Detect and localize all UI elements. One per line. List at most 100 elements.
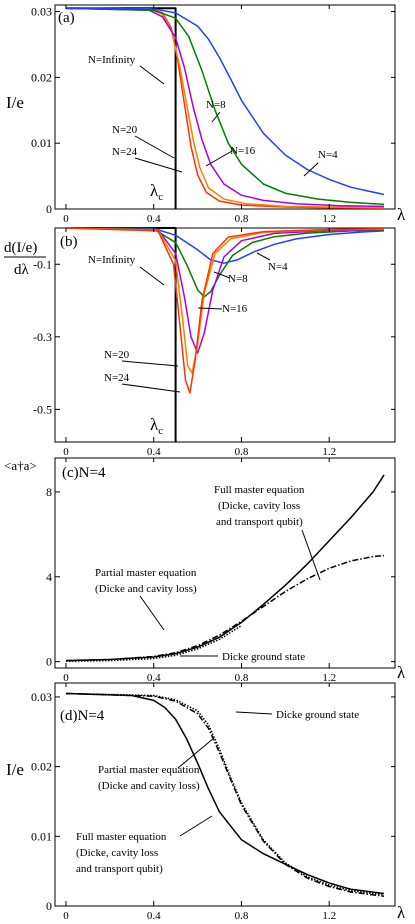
series-line-n-4 <box>65 7 385 196</box>
panel-c: 0 0.4 0.8 1.2 0 4 8 (c)N=4 <a†a> λ Full master… <box>4 457 406 684</box>
x-tick-label: 0 <box>63 910 69 922</box>
annotation-partial-line2: (Dicke and cavity loss) <box>95 583 197 595</box>
annotation-full-line3: and transport qubit) <box>216 516 303 528</box>
annotation-n-8: N=8 <box>228 273 248 285</box>
annotation-arrow <box>213 271 231 279</box>
annotation-n-24: N=24 <box>104 372 130 384</box>
x-tick-label: 0.8 <box>235 213 249 225</box>
x-tick-label: 1.2 <box>322 446 336 458</box>
series-line-full-master-equation-dicke-cavity-loss-and-transport-qubit <box>65 692 385 895</box>
panel-d: 0 0.4 0.8 1.2 0 0.01 0.02 0.03 (d)N=4 I/e λ Dic… <box>6 682 406 922</box>
annotation-arrow <box>179 815 213 837</box>
annotation-n-infinity: N=Infinity <box>88 254 136 266</box>
x-axis-label: λ <box>397 903 406 922</box>
annotation-arrow <box>177 737 215 769</box>
series-line-n-8 <box>65 7 385 206</box>
annotation-full-line3: and transport qubit) <box>76 863 163 875</box>
y-tick-label: -0.5 <box>33 402 52 416</box>
annotation-dicke: Dicke ground state <box>276 709 359 721</box>
critical-lambda-label: λc <box>150 415 163 437</box>
y-tick-label: 8 <box>46 485 52 499</box>
annotation-partial-line1: Partial master equation <box>95 567 197 579</box>
annotation-arrow <box>121 360 179 367</box>
annotation-n-8: N=8 <box>206 99 226 111</box>
y-tick-label: 0.03 <box>31 690 52 704</box>
annotation-n-20: N=20 <box>104 349 130 361</box>
annotation-arrow <box>256 252 271 261</box>
annotation-dicke: Dicke ground state <box>222 651 305 663</box>
annotation-full-line1: Full master equation <box>214 484 305 496</box>
annotation-n-4: N=4 <box>318 149 338 161</box>
annotation-n-20: N=20 <box>112 124 138 136</box>
x-tick-label: 0 <box>63 672 69 684</box>
y-tick-label: 0.01 <box>31 829 52 843</box>
y-axis-label: I/e <box>6 93 24 112</box>
x-tick-label: 1.2 <box>322 672 336 684</box>
y-tick-label: 0.03 <box>31 5 52 19</box>
panel-label: (c)N=4 <box>62 465 106 481</box>
y-tick-label: 0 <box>46 899 52 913</box>
series-line-dicke-ground-state <box>65 624 242 662</box>
annotation-n-24: N=24 <box>112 146 138 158</box>
x-tick-label: 0 <box>63 213 69 225</box>
x-tick-label: 0.8 <box>235 446 249 458</box>
series-line-n-16 <box>65 227 385 354</box>
y-tick-label: -0.3 <box>33 330 52 344</box>
x-tick-label: 1.2 <box>322 213 336 225</box>
annotation-partial-line1: Partial master equation <box>98 764 200 776</box>
y-tick-label: 4 <box>46 570 52 584</box>
series-line-n-infinity <box>66 7 177 209</box>
annotation-n-16: N=16 <box>222 303 248 315</box>
series-line-n-4 <box>65 227 385 264</box>
plot-frame <box>54 457 396 669</box>
y-tick-label: 0.02 <box>31 70 52 84</box>
annotation-full-line2: (Dicke, cavity loss <box>218 500 300 512</box>
annotation-full-line2: (Dicke, cavity loss <box>76 847 158 859</box>
plot-frame <box>54 227 396 443</box>
y-tick-label: 0 <box>46 202 52 216</box>
panel-b: 0 0.4 0.8 1.2-0.1-0.3-0.5 (b) d(I/e) dλ λc … <box>4 227 396 458</box>
critical-lambda-label: λc <box>150 181 163 203</box>
series-line-n-20 <box>65 7 385 209</box>
panel-a: 0 0.4 0.8 1.2 0 0.01 0.02 0.03 (a) I/e λ λc N=I… <box>6 4 406 225</box>
annotation-arrow <box>301 529 321 581</box>
y-tick-label: 0.02 <box>31 760 52 774</box>
annotation-arrow <box>211 111 221 123</box>
x-axis-label: λ <box>397 663 406 682</box>
y-tick-label: -0.1 <box>33 257 52 271</box>
annotation-arrow <box>303 162 319 177</box>
annotation-arrow <box>139 595 165 631</box>
annotation-full-line1: Full master equation <box>76 831 167 843</box>
annotation-arrow <box>134 157 183 173</box>
plot-frame <box>54 4 396 210</box>
y-axis-label: <a†a> <box>4 458 37 473</box>
annotation-arrow <box>134 135 175 159</box>
annotation-n-infinity: N=Infinity <box>88 54 136 66</box>
annotation-arrow <box>235 711 273 715</box>
annotation-arrow <box>139 266 165 286</box>
series-line-dicke-ground-state <box>65 692 385 896</box>
y-tick-label: 0 <box>46 655 52 669</box>
annotation-arrow <box>139 65 165 85</box>
x-tick-label: 0.4 <box>147 446 161 458</box>
y-axis-label-denominator: dλ <box>14 262 30 278</box>
panel-label: (b) <box>60 234 78 250</box>
annotation-n-16: N=16 <box>230 145 256 157</box>
y-tick-label: 0.01 <box>31 136 52 150</box>
x-axis-label: λ <box>397 205 406 224</box>
panel-label: (a) <box>58 10 75 26</box>
series-line-partial-master-equation-dicke-and-cavity-loss <box>65 554 385 662</box>
x-tick-label: 0.4 <box>147 672 161 684</box>
series-line-n-16 <box>65 7 385 208</box>
x-tick-label: 0.4 <box>147 910 161 922</box>
x-tick-label: 0.4 <box>147 213 161 225</box>
panel-label: (d)N=4 <box>60 708 105 724</box>
x-tick-label: 1.2 <box>322 910 336 922</box>
x-tick-label: 0.8 <box>235 910 249 922</box>
annotation-arrow <box>205 150 233 167</box>
annotation-partial-line2: (Dicke and cavity loss) <box>98 780 200 792</box>
annotation-arrow <box>121 383 181 393</box>
x-tick-label: 0.8 <box>235 672 249 684</box>
y-axis-label: I/e <box>6 760 24 779</box>
